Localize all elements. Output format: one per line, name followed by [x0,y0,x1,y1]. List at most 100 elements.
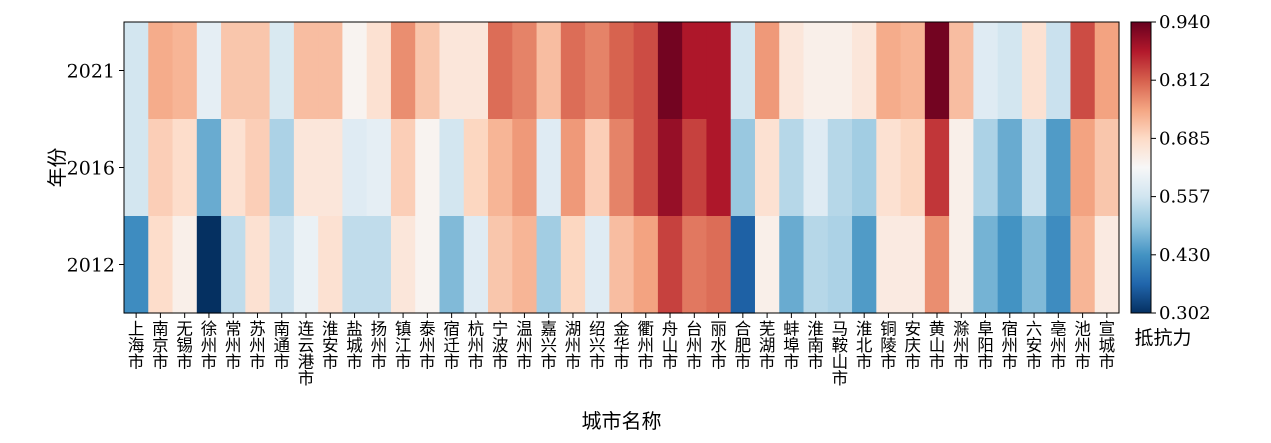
heatmap-cell [439,119,465,217]
heatmap-cell [269,119,295,217]
heatmap-cell [706,119,732,217]
heatmap-cell [973,119,999,217]
y-axis-label: 年份 [45,148,69,188]
x-tick-label: 杭州市 [468,320,485,372]
heatmap-cell [657,119,683,217]
heatmap-cell [949,22,974,120]
heatmap-cell [827,22,853,120]
heatmap-cell [827,119,853,217]
y-tick-label: 2016 [67,158,115,180]
heatmap-cell [415,216,441,314]
heatmap-cell [245,216,271,314]
heatmap-cell [633,22,659,120]
x-tick-label: 黄山市 [929,320,946,372]
heatmap-cell [876,216,902,314]
heatmap-cell [390,216,416,314]
heatmap-cell [609,22,635,120]
colorbar-tick-label: 0.685 [1159,128,1211,149]
x-tick-label: 丽水市 [710,320,727,372]
heatmap-cell [318,216,344,314]
x-tick-label: 衢州市 [638,319,655,372]
heatmap-cell [390,22,416,120]
heatmap-cell [633,216,659,314]
heatmap-cells [124,22,1120,314]
heatmap-cell [682,22,708,120]
x-tick-label: 马鞍山市 [832,320,849,389]
colorbar-tick-label: 0.302 [1159,303,1211,324]
x-tick-label: 南京市 [152,320,169,372]
x-tick-label: 苏州市 [249,320,266,372]
heatmap-cell [754,22,780,120]
heatmap-cell [488,22,513,120]
y-tick-label: 2021 [67,61,115,83]
heatmap-cell [318,22,344,120]
x-tick-label: 淮南市 [807,320,824,372]
heatmap-cell [560,119,586,217]
heatmap-cell [924,119,950,217]
heatmap-cell [488,216,513,314]
heatmap-cell [172,22,198,120]
colorbar [1130,21,1152,314]
heatmap-cell [730,216,756,314]
x-axis-label: 城市名称 [582,409,662,433]
heatmap-cell [318,119,344,217]
heatmap-cell [221,119,246,217]
x-axis-ticks: 上海市南京市无锡市徐州市常州市苏州市南通市连云港市淮安市盐城市扬州市镇江市泰州市… [128,313,1115,388]
heatmap-cell [293,22,319,120]
x-tick-label: 盐城市 [346,320,363,372]
heatmap-cell [512,119,538,217]
heatmap-cell [512,22,538,120]
heatmap-cell [124,216,149,314]
heatmap-cell [245,22,271,120]
x-tick-label: 扬州市 [371,320,388,372]
heatmap-cell [803,119,829,217]
x-tick-label: 池州市 [1074,320,1091,372]
x-tick-label: 台州市 [686,320,703,372]
x-tick-label: 淮安市 [322,320,339,372]
heatmap-cell [585,119,610,217]
x-tick-label: 合肥市 [735,320,752,372]
x-tick-label: 常州市 [225,320,242,372]
heatmap-cell [293,216,319,314]
heatmap-cell [876,22,902,120]
heatmap-cell [415,22,441,120]
x-tick-label: 蚌埠市 [783,320,800,372]
heatmap-cell [779,216,805,314]
y-tick-label: 2012 [67,255,115,277]
heatmap-cell [390,119,416,217]
x-tick-label: 连云港市 [298,320,315,389]
colorbar-label: 抵抗力 [1134,327,1191,349]
heatmap-cell [124,22,149,120]
heatmap-cell [124,119,149,217]
x-tick-label: 泰州市 [419,320,436,372]
heatmap-cell [803,22,829,120]
heatmap-cell [536,216,562,314]
heatmap-cell [172,216,198,314]
heatmap-cell [585,22,610,120]
heatmap-cell [1094,22,1120,120]
colorbar-tick-label: 0.812 [1159,70,1211,91]
heatmap-cell [269,22,295,120]
heatmap-cell [949,119,974,217]
heatmap-cell [730,22,756,120]
x-tick-label: 嘉兴市 [540,320,557,372]
x-tick-label: 无锡市 [176,320,193,372]
heatmap-cell [1094,119,1120,217]
colorbar-tick-label: 0.940 [1159,12,1211,33]
heatmap-cell [657,22,683,120]
heatmap-cell [900,119,926,217]
heatmap-cell [973,216,999,314]
heatmap-cell [196,119,222,217]
heatmap-cell [900,22,926,120]
heatmap-cell [1070,216,1096,314]
heatmap-cell [997,22,1023,120]
x-tick-label: 上海市 [128,320,145,372]
heatmap-cell [366,216,392,314]
heatmap-cell [560,22,586,120]
heatmap-cell [221,22,246,120]
heatmap-cell [366,119,392,217]
heatmap-cell [1070,22,1096,120]
heatmap-cell [1046,119,1072,217]
heatmap-cell [852,119,877,217]
